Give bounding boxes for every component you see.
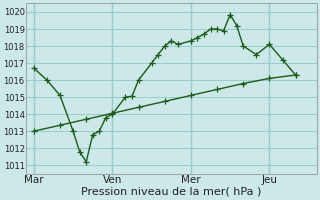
- X-axis label: Pression niveau de la mer( hPa ): Pression niveau de la mer( hPa ): [81, 187, 261, 197]
